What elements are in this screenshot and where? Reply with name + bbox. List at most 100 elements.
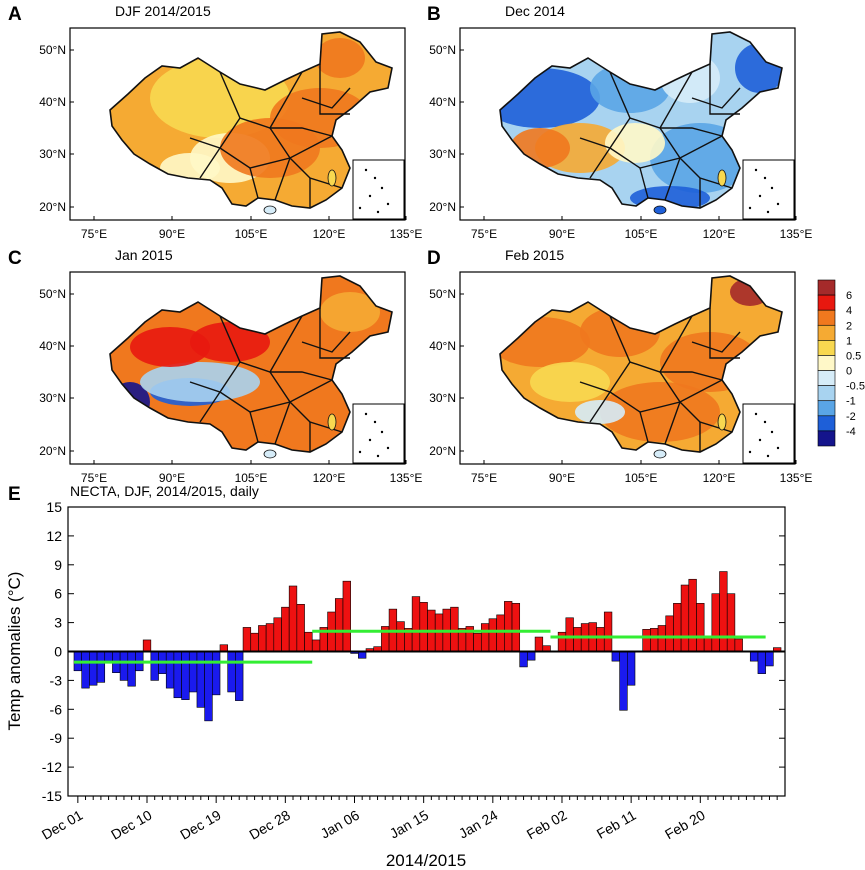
panel-letter-b: B <box>427 4 441 25</box>
anomaly-patch <box>730 278 770 306</box>
daily-anomaly-bar <box>527 651 536 661</box>
inset-island <box>748 450 752 454</box>
daily-anomaly-bar <box>603 611 613 652</box>
inset-island <box>368 194 372 198</box>
colorbar-swatch <box>817 340 836 356</box>
anomaly-patch <box>575 400 625 424</box>
daily-anomaly-bar <box>565 617 574 652</box>
daily-anomaly-bar <box>196 651 205 708</box>
province-border <box>639 167 649 199</box>
province-border <box>199 391 221 423</box>
lat-tick-label: 50°N <box>429 287 456 301</box>
daily-anomaly-bar <box>250 632 259 652</box>
daily-anomaly-bar <box>488 618 497 652</box>
panel-title: Jan 2015 <box>115 247 173 263</box>
daily-anomaly-bar <box>273 617 282 652</box>
lon-tick-label: 105°E <box>235 227 268 241</box>
province-border <box>219 71 303 129</box>
anomaly-patch <box>630 186 710 208</box>
inset-island <box>386 202 390 206</box>
y-tick-label: -15 <box>42 788 62 804</box>
map-area <box>109 275 405 464</box>
hainan-island <box>653 449 667 459</box>
daily-anomaly-bar <box>504 601 513 652</box>
colorbar-swatch <box>817 385 836 402</box>
map-area <box>109 31 405 220</box>
daily-anomaly-bar <box>696 603 705 652</box>
lat-tick-label: 50°N <box>39 43 66 57</box>
daily-anomaly-bar <box>611 651 620 662</box>
daily-anomaly-bar <box>334 598 344 652</box>
lat-tick-label: 20°N <box>429 444 456 458</box>
daily-anomaly-bar <box>734 638 743 652</box>
hainan-island <box>263 449 277 459</box>
daily-anomaly-bar <box>496 614 505 652</box>
daily-anomaly-bar <box>219 644 228 652</box>
map-frame <box>459 27 796 221</box>
anomaly-patch <box>190 322 270 362</box>
inset-island <box>376 454 380 458</box>
daily-anomaly-bar <box>81 651 90 689</box>
map-shapes <box>499 275 795 464</box>
anomaly-patch <box>530 362 610 402</box>
daily-anomaly-bar <box>342 580 351 652</box>
province-border <box>270 371 333 381</box>
inset-island <box>364 168 368 172</box>
colorbar-tick-label: -0.5 <box>846 381 865 393</box>
colorbar-swatch <box>817 370 836 386</box>
province-border <box>319 64 350 115</box>
inset-island <box>358 450 362 454</box>
anomaly-patch <box>130 327 210 367</box>
daily-anomaly-bar <box>411 596 421 652</box>
province-border <box>270 127 333 137</box>
inset-island <box>766 210 770 214</box>
province-border <box>660 371 723 381</box>
x-tick-label: Jan 24 <box>456 807 501 842</box>
lat-tick-label: 40°N <box>429 339 456 353</box>
lon-tick-label: 135°E <box>390 471 423 485</box>
taiwan-island <box>717 169 727 187</box>
daily-anomaly-bar <box>358 651 367 659</box>
daily-anomaly-bar <box>104 651 113 662</box>
map-panels: A DJF 2014/2015 50°N 40°N 30°N 20°N 75°E 90°E 10… <box>8 3 812 485</box>
daily-anomaly-bar <box>419 602 428 652</box>
colorbar: 6 4 2 1 0.5 0 -0.5 -1 -2 -4 <box>817 279 865 447</box>
daily-anomaly-bar <box>673 603 682 652</box>
daily-anomaly-bar <box>665 615 674 652</box>
daily-anomaly-bar <box>227 651 236 693</box>
x-tick-label: Dec 10 <box>108 807 155 843</box>
province-border <box>691 331 741 353</box>
y-tick-label: -9 <box>50 730 63 746</box>
inset-island <box>380 430 384 434</box>
country-border <box>499 275 783 453</box>
inset-island <box>358 206 362 210</box>
inset-island <box>364 412 368 416</box>
panel-title: DJF 2014/2015 <box>115 3 211 19</box>
x-tick-label: Feb 02 <box>524 807 570 843</box>
inset-island <box>770 430 774 434</box>
panel-title: Feb 2015 <box>505 247 564 263</box>
anomaly-patch <box>140 362 260 402</box>
lon-tick-label: 75°E <box>471 227 497 241</box>
province-border <box>219 135 333 169</box>
x-tick-label: Dec 28 <box>246 807 293 843</box>
daily-anomaly-bar <box>703 636 713 652</box>
lon-tick-label: 90°E <box>159 227 185 241</box>
x-tick-label: Feb 20 <box>662 807 708 843</box>
daily-anomaly-bar <box>296 603 305 652</box>
lat-tick-label: 30°N <box>39 147 66 161</box>
south-china-sea-inset <box>742 159 795 220</box>
province-border <box>639 411 649 443</box>
lon-tick-label: 105°E <box>625 471 658 485</box>
daily-anomaly-bar <box>96 651 106 683</box>
x-tick-label: Dec 01 <box>39 807 86 843</box>
x-tick-label: Jan 15 <box>387 807 432 842</box>
daily-anomaly-bar <box>557 631 567 652</box>
taiwan-island <box>717 413 727 431</box>
inset-island <box>763 176 767 180</box>
province-border <box>319 308 350 359</box>
province-border <box>609 315 693 373</box>
map-area <box>499 31 795 220</box>
colorbar-tick-label: -1 <box>846 396 856 408</box>
